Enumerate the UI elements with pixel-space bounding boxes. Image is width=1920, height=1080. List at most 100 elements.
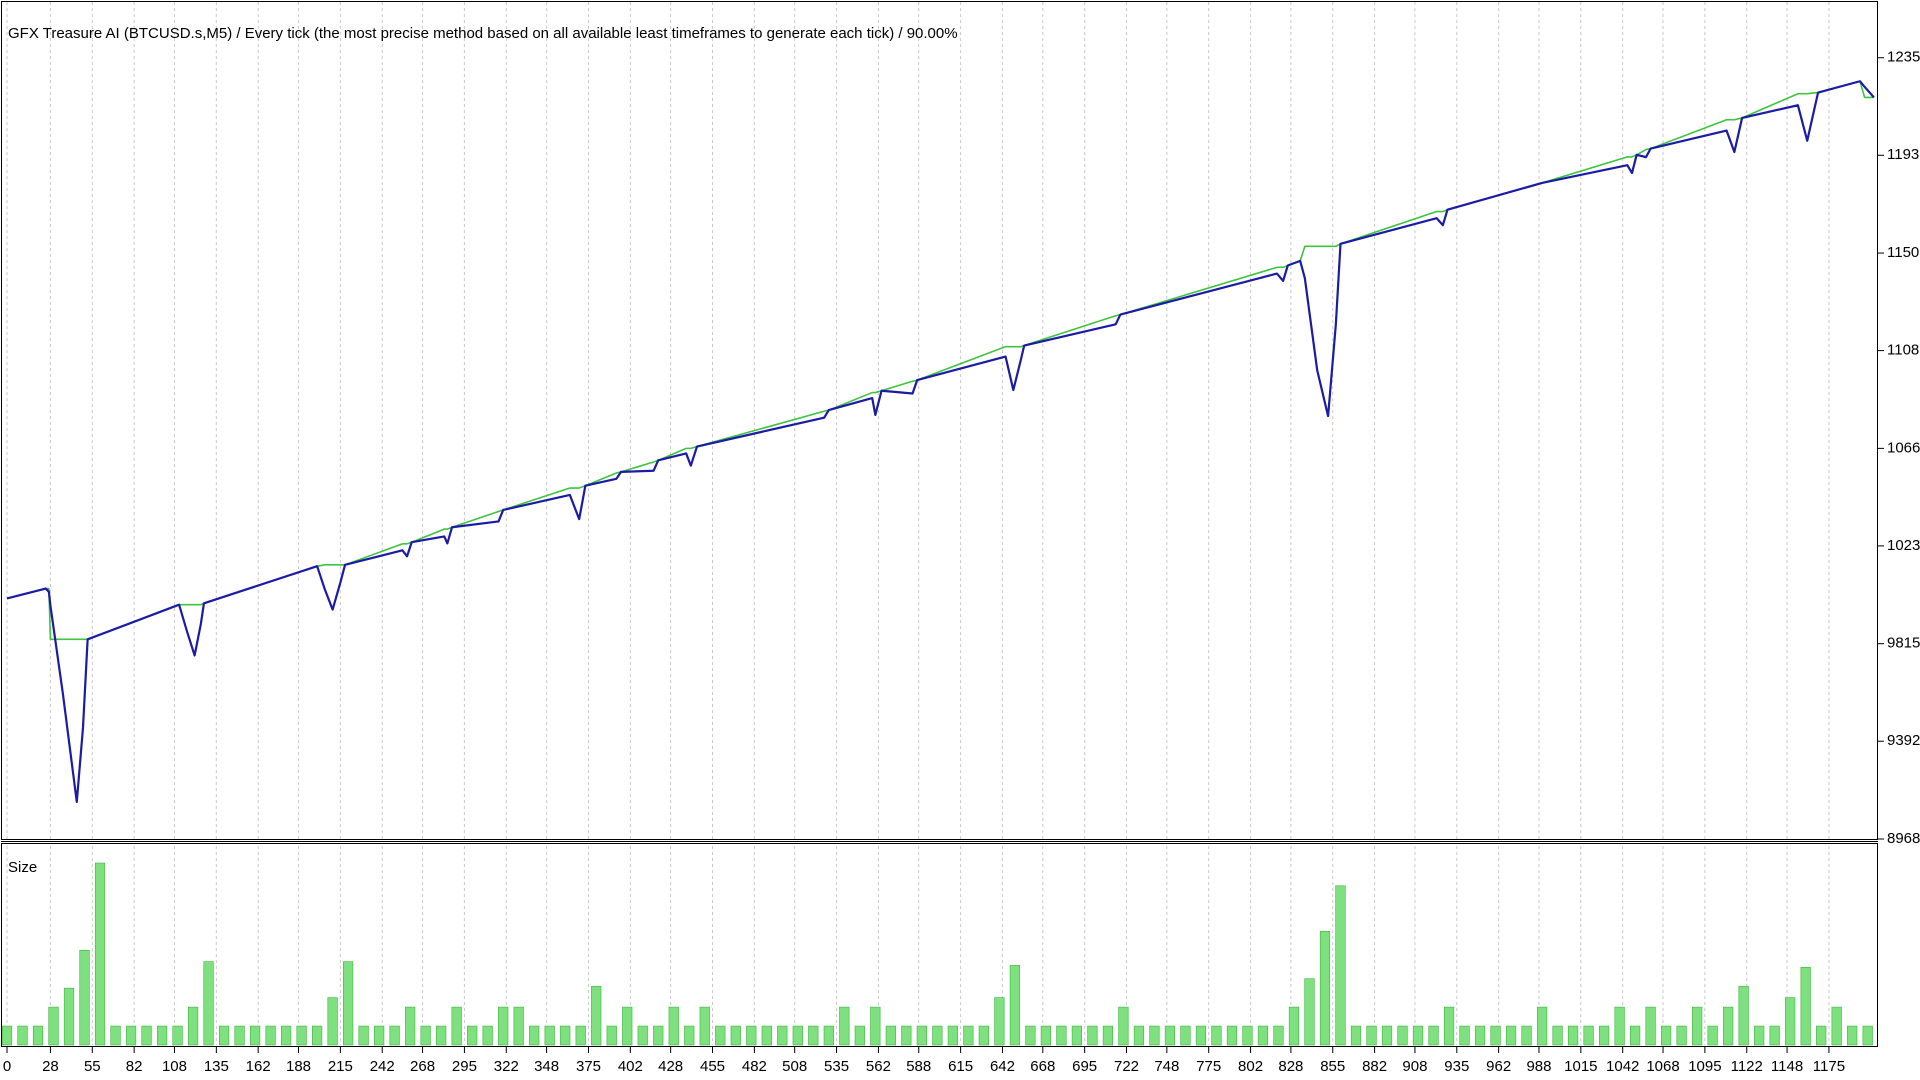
size-panel-title: Size [8,859,37,876]
x-tick-label: 108 [162,1058,187,1075]
size-bar [94,862,106,1046]
x-tick-label: 135 [204,1058,229,1075]
size-bar [544,1025,555,1046]
x-tick-label: 642 [990,1058,1015,1075]
size-bar [560,1025,571,1046]
x-tick-label: 1095 [1688,1058,1721,1075]
size-bar [1661,1025,1672,1046]
x-tick-label: 1042 [1606,1058,1639,1075]
size-bar [1335,885,1346,1046]
size-bar [1583,1025,1594,1046]
size-bar [374,1025,385,1046]
size-bar [1769,1025,1780,1046]
size-bar [1816,1025,1827,1046]
size-bar [1,1025,13,1046]
size-bar [420,1025,431,1046]
size-bar [932,1025,943,1046]
size-bar [389,1025,400,1046]
size-bar [606,1025,617,1046]
size-bar [1490,1025,1501,1046]
mark-layer [1,80,1875,1046]
size-bar [1211,1025,1222,1046]
size-bar [1428,1025,1439,1046]
size-bar [1040,1025,1051,1046]
y-tick-label: 8968 [1887,830,1920,847]
size-bar [187,1006,199,1046]
size-bar [1304,978,1315,1046]
x-tick-label: 935 [1444,1058,1469,1075]
size-bar [1552,1025,1563,1046]
size-bar [1180,1025,1191,1046]
size-bar [1381,1025,1393,1046]
size-bar [1071,1025,1083,1046]
x-tick-label: 722 [1114,1058,1139,1075]
size-bar [1536,1006,1548,1046]
size-bar [482,1025,493,1046]
size-bar [1505,1025,1517,1046]
size-bar [1459,1025,1470,1046]
x-tick-label: 508 [782,1058,807,1075]
size-bar [1288,1006,1300,1046]
y-tick-label: 9392 [1887,732,1920,749]
series-line [6,80,1875,803]
size-bar [1102,1025,1114,1046]
size-bar [947,1025,958,1046]
x-tick-label: 1122 [1731,1058,1763,1075]
size-bar [668,1006,679,1046]
x-tick-label: 28 [42,1058,59,1075]
x-tick-label: 988 [1526,1058,1551,1075]
chart-title: GFX Treasure AI (BTCUSD.s,M5) / Every ti… [8,25,958,42]
size-bar [792,1025,803,1046]
size-bar [1567,1025,1579,1046]
x-tick-label: 295 [452,1058,477,1075]
x-tick-label: 908 [1402,1058,1427,1075]
size-bar [125,1025,137,1046]
size-bar [1862,1025,1873,1046]
size-bar [575,1025,586,1046]
size-bar [1397,1025,1408,1046]
x-tick-label: 1068 [1646,1058,1679,1075]
size-bar [110,1025,121,1046]
y-tick-label: 9815 [1887,635,1920,652]
x-tick-label: 55 [84,1058,101,1075]
size-bar [684,1025,695,1046]
size-bar [32,1025,44,1046]
y-tick-label: 11509 [1887,244,1920,261]
size-bar [854,1025,865,1046]
x-tick-label: 455 [700,1058,725,1075]
x-tick-label: 882 [1362,1058,1387,1075]
grid-layer [6,2,1830,1045]
size-bar [17,1025,28,1046]
size-bar [1412,1025,1424,1046]
size-bar [172,1025,183,1046]
size-bar [513,1006,524,1046]
size-bar [591,985,602,1046]
size-bar [963,1025,974,1046]
size-bar [1676,1025,1687,1046]
size-bar [203,961,214,1046]
x-tick-label: 535 [824,1058,849,1075]
y-tick-label: 10662 [1887,439,1920,456]
size-bar [916,1025,927,1046]
size-bar [1645,1006,1656,1046]
size-bar [234,1025,245,1046]
size-bar [1242,1025,1253,1046]
size-bar [761,1025,772,1046]
size-bar [715,1025,726,1046]
size-bar [823,1025,834,1046]
size-bar [141,1025,152,1046]
size-bar [653,1025,664,1046]
x-tick-label: 188 [286,1058,311,1075]
y-tick-label: 11933 [1887,146,1920,163]
size-bar [1754,1025,1765,1046]
size-bar [730,1025,741,1046]
size-bar [1723,1006,1734,1046]
size-bar [218,1025,230,1046]
size-bar [978,1025,989,1046]
size-bar [622,1006,633,1046]
x-tick-label: 695 [1072,1058,1097,1075]
size-bar [467,1025,478,1046]
size-bar [1195,1025,1207,1046]
size-panel-frame [1,843,1878,1047]
